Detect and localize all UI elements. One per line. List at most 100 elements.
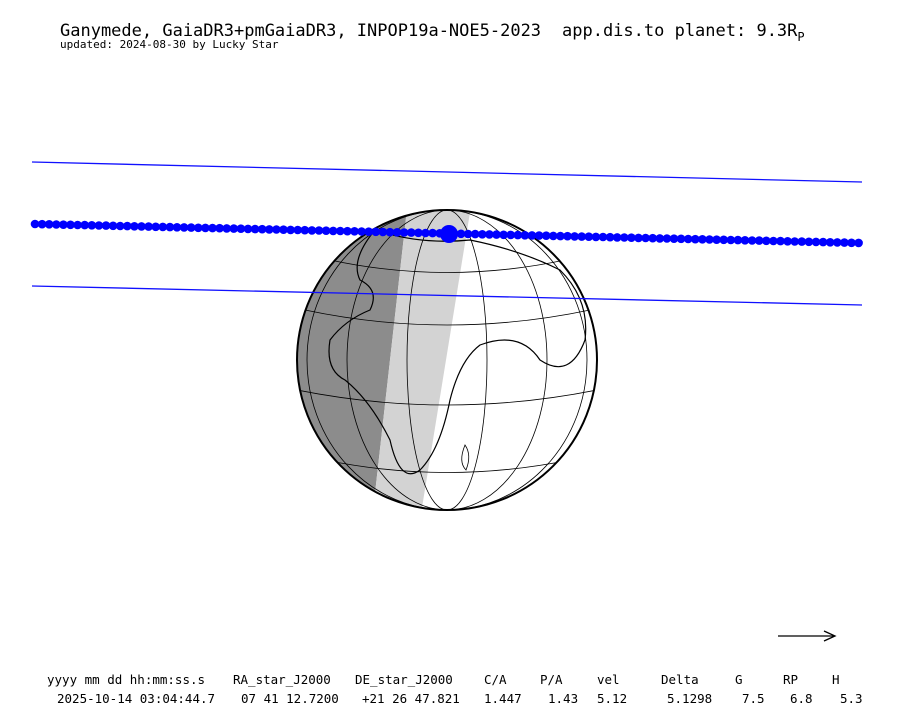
centerline-dot xyxy=(236,224,246,233)
centerline-dot xyxy=(705,235,714,244)
centerline-dot xyxy=(194,223,203,233)
centerline-dot xyxy=(854,238,863,248)
centerline-dot xyxy=(44,220,54,229)
centerline-dot xyxy=(201,223,210,233)
table-cell: +21 26 47.821 xyxy=(362,691,460,706)
centerline-dot xyxy=(683,234,693,244)
centerline xyxy=(30,219,863,248)
subtitle: updated: 2024-08-30 by Lucky Star xyxy=(60,38,279,51)
centerline-dot xyxy=(37,219,47,229)
column-header: H xyxy=(832,672,840,687)
centerline-dot xyxy=(762,236,771,246)
centerline-dot xyxy=(513,230,523,240)
centerline-dot xyxy=(556,231,565,241)
centerline-dot xyxy=(776,236,785,246)
table-cell: 5.3 xyxy=(840,691,863,706)
column-header: yyyy mm dd hh:mm:ss.s xyxy=(47,672,205,687)
centerline-dot xyxy=(754,236,764,245)
centerline-dot xyxy=(520,231,530,240)
centerline-dot xyxy=(208,223,217,233)
centerline-dot xyxy=(115,221,125,231)
centerline-dot xyxy=(414,228,423,238)
centerline-dot xyxy=(499,230,508,240)
centerline-dot xyxy=(818,237,828,247)
centerline-dot xyxy=(811,237,821,247)
centerline-dot xyxy=(392,228,402,237)
centerline-dot xyxy=(612,233,622,242)
centerline-dot xyxy=(215,223,224,233)
centerline-dot xyxy=(407,228,416,237)
table-cell: 6.8 xyxy=(790,691,813,706)
centerline-dot xyxy=(620,233,629,242)
table-cell: 1.447 xyxy=(484,691,522,706)
centerline-dot xyxy=(399,228,409,237)
centerline-dot xyxy=(492,230,501,239)
centerline-dot xyxy=(840,238,849,247)
centerline-dot xyxy=(627,233,636,242)
centerline-dot xyxy=(712,235,721,244)
centerline-dot xyxy=(293,225,303,235)
centerline-dot xyxy=(691,234,700,244)
table-cell: 5.12 xyxy=(597,691,627,706)
centerline-dot xyxy=(343,226,352,236)
shadow-limit xyxy=(31,285,863,306)
centerline-dot xyxy=(641,233,650,243)
centerline-dot xyxy=(130,222,139,231)
centerline-dot xyxy=(825,238,835,247)
centerline-dot xyxy=(101,221,111,230)
centerline-dot xyxy=(790,237,799,246)
centerline-dot xyxy=(30,219,40,229)
centerline-dot xyxy=(591,232,601,242)
centerline-dot xyxy=(257,224,267,234)
centerline-dot xyxy=(549,231,558,241)
centerline-dot xyxy=(719,235,728,245)
centerline-dot xyxy=(314,226,324,235)
centerline-dot xyxy=(172,223,182,232)
centerline-dot xyxy=(250,224,260,234)
centerline-dot xyxy=(634,233,643,243)
centerline-dot xyxy=(73,220,82,230)
centerline-dot xyxy=(769,236,778,246)
centerline-dot xyxy=(300,225,310,235)
centerline-dot xyxy=(570,232,579,241)
centerline-dot xyxy=(662,234,672,243)
distance-subscript: P xyxy=(797,30,804,44)
centerline-dot xyxy=(747,236,757,245)
centerline-dot xyxy=(669,234,679,243)
centerline-dot xyxy=(605,232,615,242)
globe xyxy=(297,210,597,510)
centerline-dot xyxy=(66,220,75,230)
centerline-dot xyxy=(698,235,707,244)
centerline-dot xyxy=(428,228,437,238)
distance: app.dis.to planet: 9.3RP xyxy=(562,21,805,44)
centerline-dot xyxy=(676,234,686,244)
centerline-dot xyxy=(357,227,366,236)
centerline-dot xyxy=(563,231,572,241)
centerline-dot xyxy=(833,238,842,247)
column-header: Delta xyxy=(661,672,699,687)
column-header: vel xyxy=(597,672,620,687)
centerline-dot xyxy=(52,220,61,229)
column-header: G xyxy=(735,672,743,687)
centerline-dot xyxy=(321,226,331,235)
centerline-dot xyxy=(265,225,274,234)
centerline-dot xyxy=(797,237,807,246)
centerline-dot xyxy=(364,227,374,236)
centerline-dot xyxy=(541,231,551,240)
centerline-dot xyxy=(648,233,657,243)
centerline-dot xyxy=(534,231,544,240)
centerline-dot xyxy=(151,222,160,232)
centerline-dot xyxy=(485,230,494,239)
centerline-dot xyxy=(108,221,118,231)
centerline-dot xyxy=(87,221,97,230)
centerline-dot xyxy=(421,228,430,238)
table-cell: 7.5 xyxy=(742,691,765,706)
title: Ganymede, GaiaDR3+pmGaiaDR3, INPOP19a-NO… xyxy=(60,21,541,41)
centerline-dot xyxy=(186,223,196,232)
table-cell: 5.1298 xyxy=(667,691,712,706)
centerline-dot xyxy=(740,236,750,245)
centerline-dot xyxy=(123,221,132,231)
table-cell: 07 41 12.7200 xyxy=(241,691,339,706)
centerline-dot xyxy=(726,235,736,245)
centerline-dot xyxy=(655,234,665,243)
